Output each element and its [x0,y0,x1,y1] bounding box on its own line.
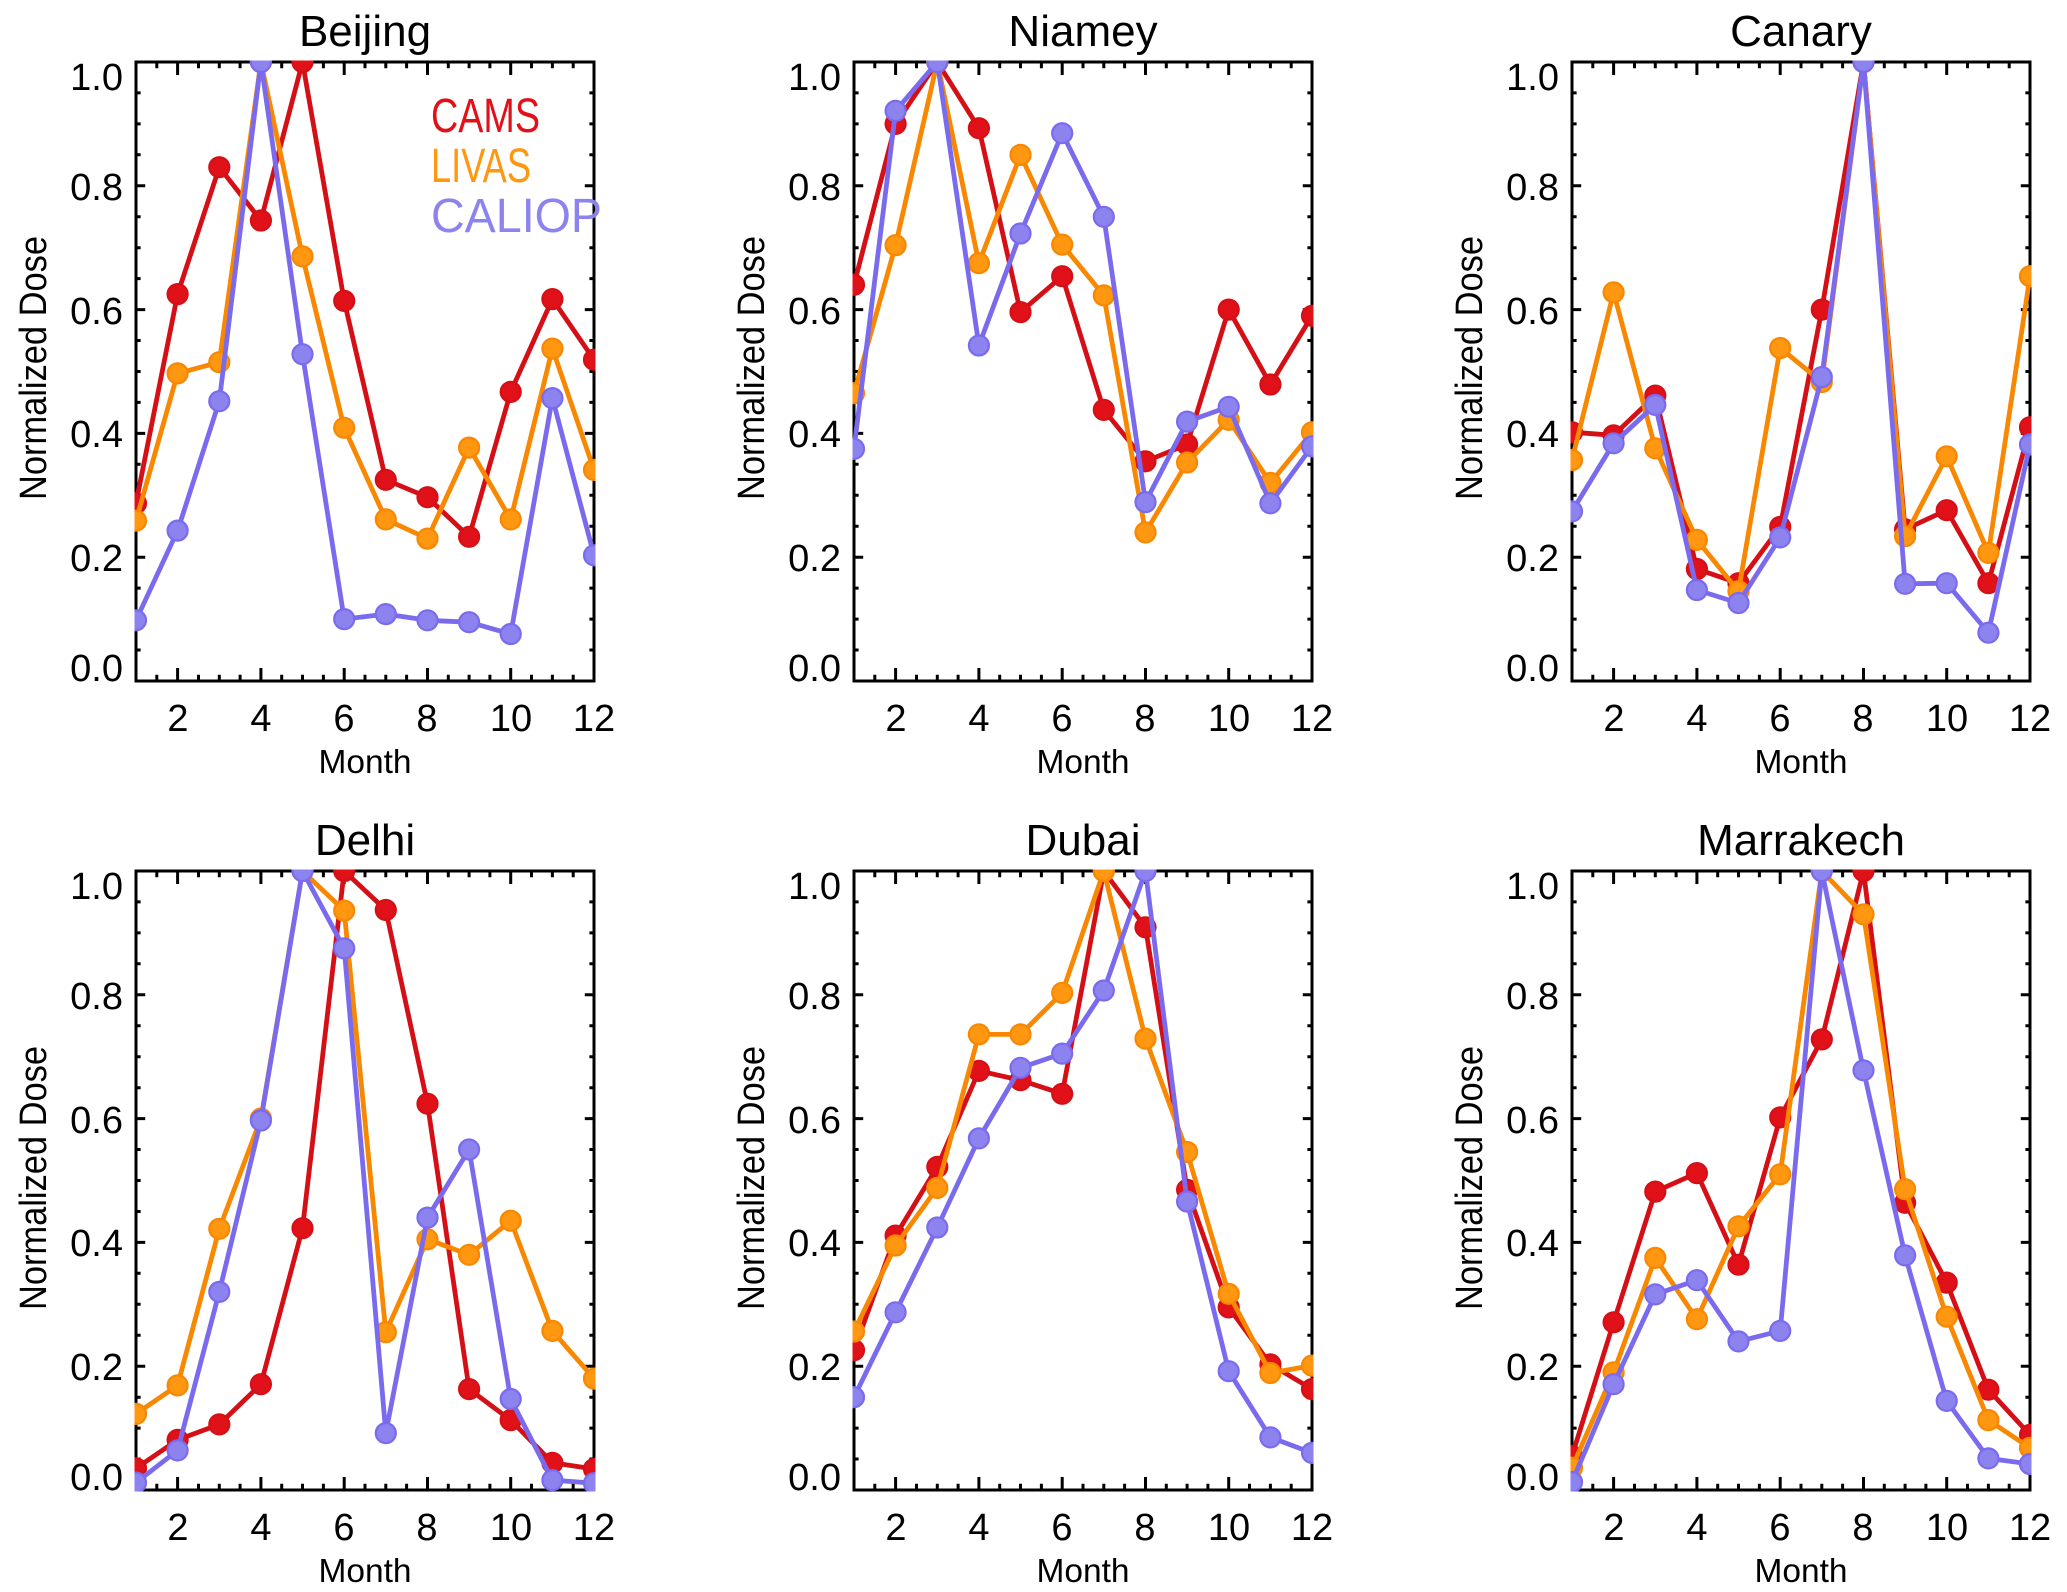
svg-text:2: 2 [1603,1507,1624,1549]
svg-text:0.8: 0.8 [788,976,841,1018]
svg-text:0.8: 0.8 [1506,167,1559,209]
svg-text:Month: Month [1755,1552,1848,1589]
svg-text:Month: Month [319,1552,412,1589]
svg-text:4: 4 [968,1507,989,1549]
svg-text:6: 6 [1769,1507,1790,1549]
svg-text:Beijing: Beijing [299,7,431,56]
svg-text:0.6: 0.6 [788,291,841,333]
svg-text:1.0: 1.0 [1506,57,1559,99]
svg-text:10: 10 [490,1507,532,1549]
svg-text:0.6: 0.6 [70,1100,123,1142]
svg-text:0.6: 0.6 [1506,1100,1559,1142]
svg-text:LIVAS: LIVAS [431,140,531,193]
svg-text:0.4: 0.4 [1506,1223,1559,1265]
svg-text:0.4: 0.4 [788,414,841,456]
svg-text:Normalized Dose: Normalized Dose [13,236,55,500]
svg-text:4: 4 [1686,698,1707,740]
svg-text:8: 8 [1134,1507,1155,1549]
svg-text:2: 2 [885,1507,906,1549]
svg-text:12: 12 [573,1507,615,1549]
svg-text:Niamey: Niamey [1008,7,1157,56]
svg-text:0.4: 0.4 [70,414,123,456]
svg-text:Month: Month [319,743,412,780]
svg-text:Normalized Dose: Normalized Dose [731,1046,773,1310]
svg-text:10: 10 [1926,698,1968,740]
svg-text:6: 6 [333,1507,354,1549]
svg-text:4: 4 [250,1507,271,1549]
svg-text:0.2: 0.2 [1506,538,1559,580]
svg-text:0.2: 0.2 [70,1347,123,1389]
svg-text:12: 12 [1291,698,1333,740]
svg-text:0.8: 0.8 [788,167,841,209]
svg-text:2: 2 [167,698,188,740]
svg-text:0.0: 0.0 [788,1457,841,1499]
svg-text:0.0: 0.0 [70,1457,123,1499]
svg-text:12: 12 [2009,1507,2051,1549]
svg-text:4: 4 [1686,1507,1707,1549]
svg-text:0.4: 0.4 [1506,414,1559,456]
svg-text:0.2: 0.2 [788,538,841,580]
svg-text:Normalized Dose: Normalized Dose [13,1046,55,1310]
svg-text:10: 10 [490,698,532,740]
svg-text:8: 8 [1852,1507,1873,1549]
svg-text:6: 6 [1051,1507,1072,1549]
svg-text:1.0: 1.0 [788,57,841,99]
svg-text:0.0: 0.0 [1506,648,1559,690]
svg-text:10: 10 [1208,698,1250,740]
svg-text:Month: Month [1037,1552,1130,1589]
svg-text:4: 4 [968,698,989,740]
svg-text:0.4: 0.4 [788,1223,841,1265]
svg-text:Normalized Dose: Normalized Dose [731,236,773,500]
svg-text:Delhi: Delhi [315,816,415,865]
svg-text:2: 2 [885,698,906,740]
svg-text:8: 8 [1852,698,1873,740]
svg-text:2: 2 [1603,698,1624,740]
svg-text:0.6: 0.6 [1506,291,1559,333]
svg-text:0.0: 0.0 [70,648,123,690]
svg-text:6: 6 [1051,698,1072,740]
svg-text:CAMS: CAMS [431,90,540,143]
svg-text:Month: Month [1037,743,1130,780]
svg-text:0.2: 0.2 [70,538,123,580]
svg-text:1.0: 1.0 [1506,866,1559,908]
svg-text:2: 2 [167,1507,188,1549]
svg-text:8: 8 [1134,698,1155,740]
svg-text:CALIOP: CALIOP [431,190,602,243]
svg-text:0.6: 0.6 [70,291,123,333]
svg-text:Normalized Dose: Normalized Dose [1449,1046,1491,1310]
svg-text:0.8: 0.8 [1506,976,1559,1018]
svg-text:10: 10 [1208,1507,1250,1549]
svg-text:0.2: 0.2 [788,1347,841,1389]
svg-text:12: 12 [573,698,615,740]
svg-text:0.0: 0.0 [788,648,841,690]
svg-text:10: 10 [1926,1507,1968,1549]
svg-text:0.8: 0.8 [70,976,123,1018]
svg-text:Dubai: Dubai [1026,816,1141,865]
svg-text:Marrakech: Marrakech [1697,816,1905,865]
svg-text:0.8: 0.8 [70,167,123,209]
svg-text:Month: Month [1755,743,1848,780]
svg-text:Normalized Dose: Normalized Dose [1449,236,1491,500]
svg-text:4: 4 [250,698,271,740]
svg-text:0.6: 0.6 [788,1100,841,1142]
svg-text:12: 12 [2009,698,2051,740]
svg-text:Canary: Canary [1730,7,1872,56]
svg-text:1.0: 1.0 [788,866,841,908]
svg-text:8: 8 [416,1507,437,1549]
svg-text:6: 6 [1769,698,1790,740]
svg-text:0.2: 0.2 [1506,1347,1559,1389]
svg-text:1.0: 1.0 [70,57,123,99]
svg-text:1.0: 1.0 [70,866,123,908]
svg-text:12: 12 [1291,1507,1333,1549]
svg-text:6: 6 [333,698,354,740]
svg-text:8: 8 [416,698,437,740]
svg-text:0.4: 0.4 [70,1223,123,1265]
svg-text:0.0: 0.0 [1506,1457,1559,1499]
